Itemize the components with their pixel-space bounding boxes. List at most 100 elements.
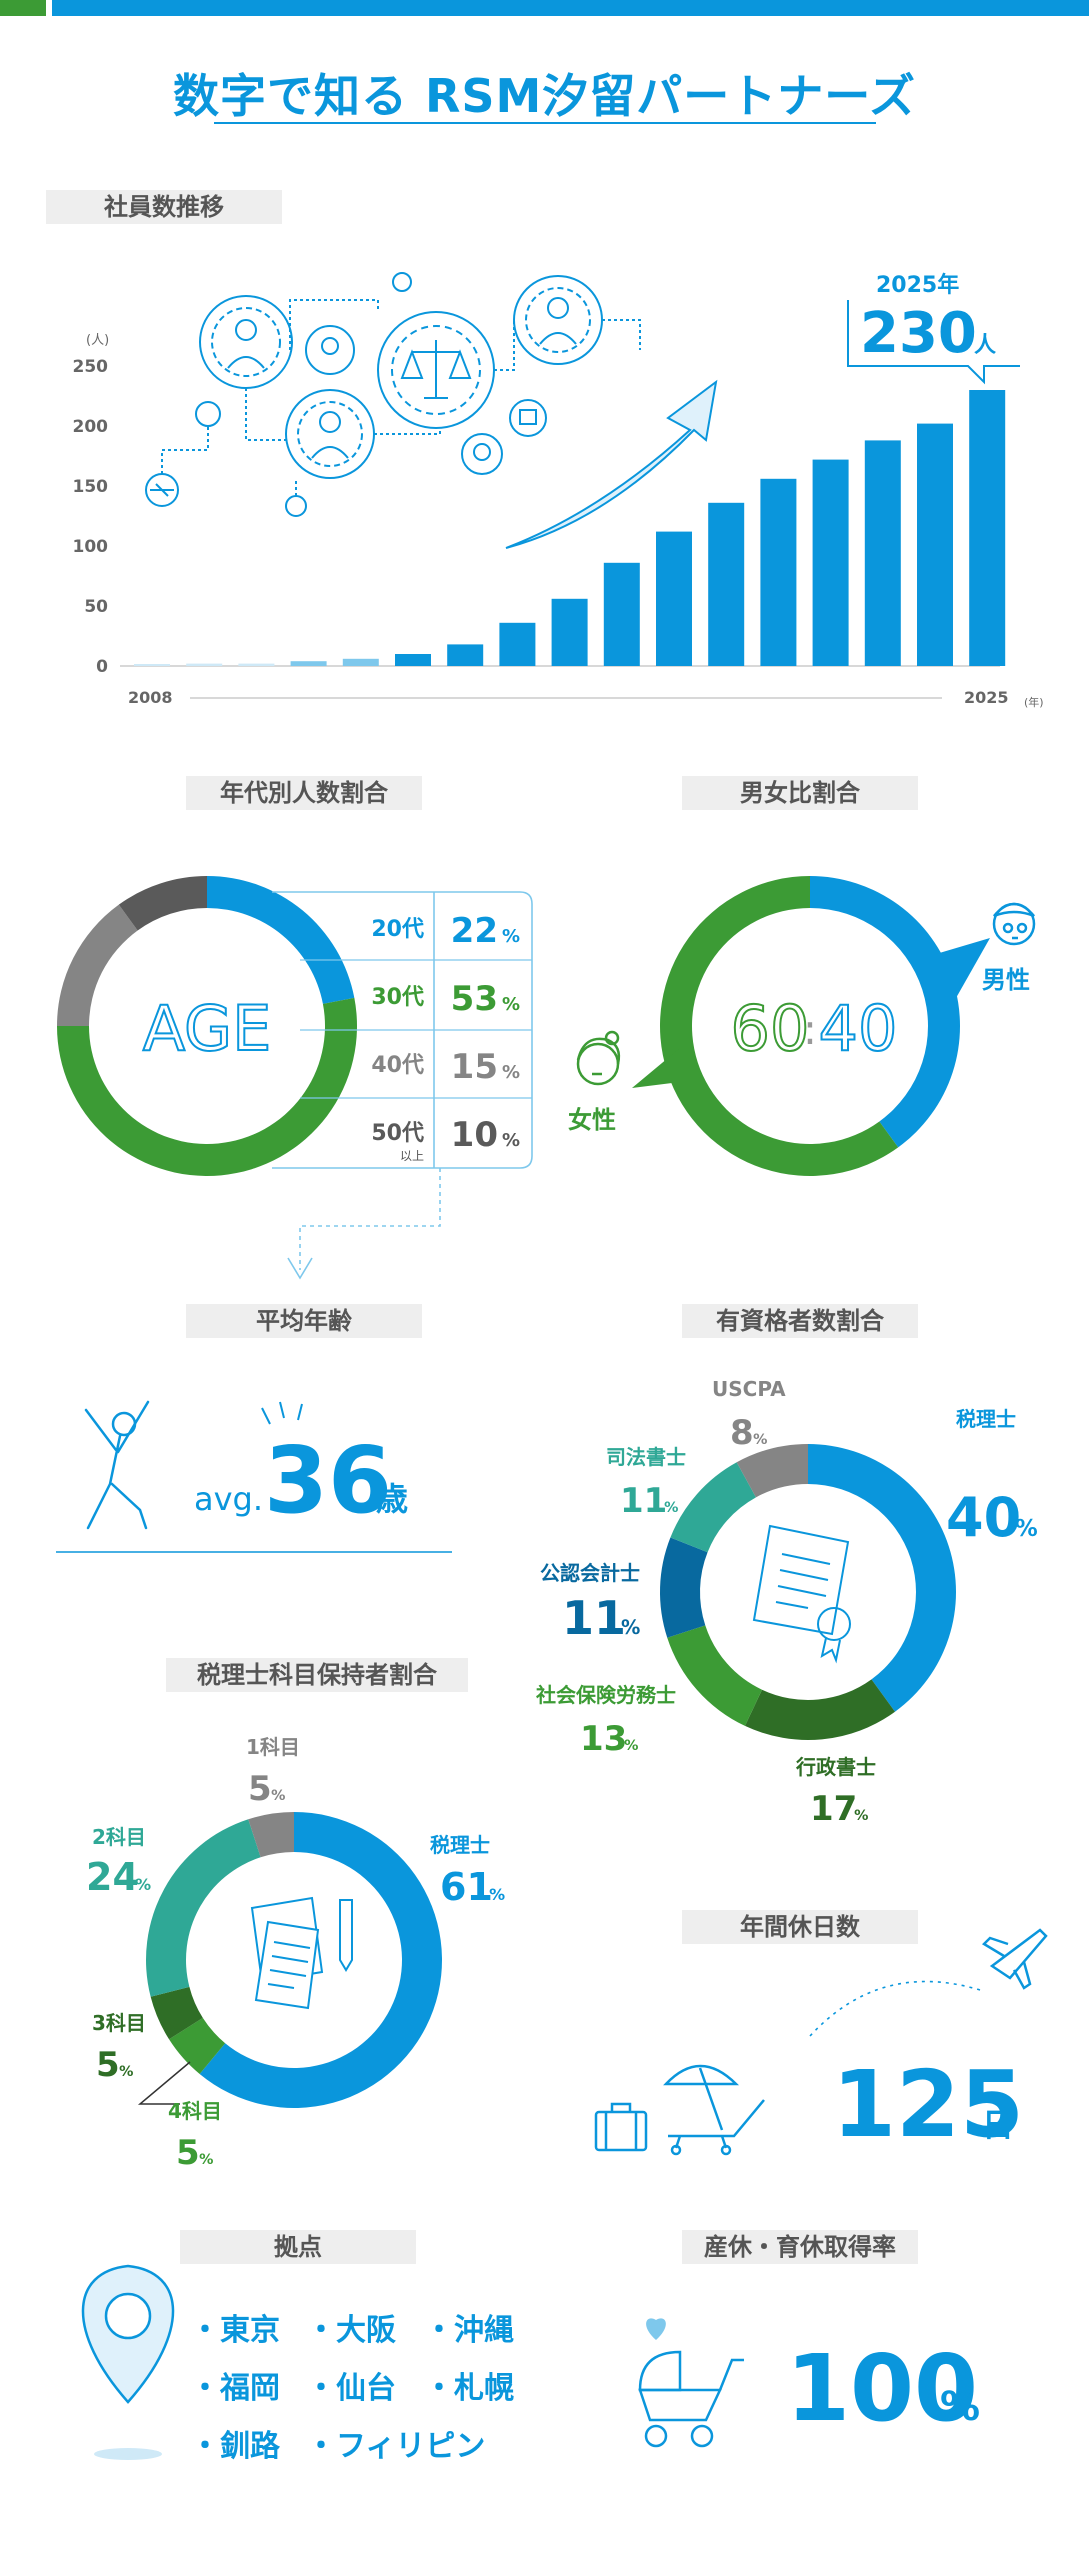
qual-value: 17 bbox=[810, 1789, 857, 1829]
gender-donut bbox=[660, 876, 960, 1176]
qual-value: 11 bbox=[620, 1481, 667, 1521]
avg-value: 36 bbox=[264, 1427, 392, 1534]
bar bbox=[551, 598, 588, 666]
female-label: 女性 bbox=[568, 1106, 616, 1134]
airplane-icon bbox=[981, 1928, 1048, 1990]
ratio-right: 40 bbox=[819, 992, 898, 1065]
donut-slice bbox=[207, 876, 355, 1004]
subject-4-leader bbox=[137, 2061, 191, 2105]
location-item: ・福岡 bbox=[190, 2371, 280, 2406]
y-tick-label: 200 bbox=[73, 417, 109, 437]
subj-labels: 税理士 61% 4科目 5 % 3科目 5 % 2科目 24% 1科目 5% bbox=[86, 1735, 505, 2173]
subject-name: 税理士 bbox=[430, 1833, 490, 1857]
age-row-label: 20代 bbox=[371, 917, 424, 942]
employees-label: 社員数推移 bbox=[46, 190, 282, 224]
female-bubble-tail bbox=[632, 1048, 680, 1088]
age-row-unit: % bbox=[502, 926, 520, 947]
qualifications-label: 有資格者数割合 bbox=[682, 1304, 918, 1338]
locations-label: 拠点 bbox=[180, 2230, 416, 2264]
qualifications-donut-chart: 税理士 40% 行政書士 17% 社会保険労務士 13% 公認会計士 11% 司法書士 11% US… bbox=[535, 1377, 1038, 1829]
qual-name: USCPA bbox=[712, 1377, 786, 1401]
donut-slice bbox=[744, 1679, 895, 1741]
page-title: 数字で知る RSM汐留パートナーズ bbox=[172, 69, 917, 123]
holidays-unit: 日 bbox=[982, 2106, 1014, 2144]
donut-slice bbox=[808, 1444, 956, 1712]
qual-name: 社会保険労務士 bbox=[535, 1683, 676, 1707]
y-tick-label: 50 bbox=[84, 597, 108, 617]
male-label: 男性 bbox=[982, 966, 1030, 994]
subject-name: 4科目 bbox=[168, 2099, 222, 2123]
subj-donut bbox=[145, 1812, 442, 2108]
location-item: ・東京 bbox=[190, 2313, 280, 2348]
x-unit-label: (年) bbox=[1024, 695, 1044, 709]
y-tick-label: 150 bbox=[73, 477, 109, 497]
qual-unit: % bbox=[753, 1432, 767, 1448]
holidays-label: 年間休日数 bbox=[682, 1910, 918, 1944]
top-accent-blue bbox=[52, 0, 1089, 16]
bar bbox=[447, 644, 484, 666]
qual-donut bbox=[659, 1444, 956, 1741]
certificate-icon bbox=[752, 1524, 851, 1664]
age-row-unit: % bbox=[502, 1062, 520, 1083]
bars bbox=[134, 390, 1006, 666]
age-donut bbox=[57, 876, 357, 1176]
subject-value: 61 bbox=[440, 1865, 493, 1909]
growth-arrow-icon bbox=[505, 379, 718, 549]
subject-value: 5 bbox=[96, 2045, 120, 2085]
qual-unit: % bbox=[1015, 1516, 1038, 1542]
female-icon bbox=[576, 1030, 621, 1086]
gears-illustration bbox=[145, 272, 641, 517]
bar bbox=[186, 663, 223, 666]
subject-value: 24 bbox=[86, 1855, 139, 1899]
donut-slice bbox=[118, 876, 207, 931]
male-bubble-tail bbox=[936, 938, 990, 998]
flight-path bbox=[809, 1980, 981, 2037]
age-row-label: 50代 bbox=[371, 1121, 424, 1146]
location-list: ・東京 ・大阪 ・沖縄・福岡 ・仙台 ・札幌・釧路 ・フィリピン bbox=[190, 2313, 514, 2464]
subjects-label: 税理士科目保持者割合 bbox=[166, 1658, 468, 1692]
bar bbox=[134, 664, 170, 666]
y-unit-label: (人) bbox=[86, 333, 109, 348]
bar bbox=[864, 440, 901, 666]
leave-block: 100 % bbox=[638, 2318, 980, 2448]
leave-value: 100 bbox=[786, 2335, 978, 2442]
qual-unit: % bbox=[624, 1738, 638, 1754]
suitcase-icon bbox=[594, 2102, 648, 2152]
gender-label: 男女比割合 bbox=[682, 776, 918, 810]
age-row-unit: % bbox=[502, 994, 520, 1015]
callout-bracket bbox=[847, 300, 1020, 385]
holidays-block: 125 日 bbox=[594, 1928, 1048, 2158]
callout-year: 2025年 bbox=[876, 272, 959, 298]
callout-value: 230 bbox=[860, 301, 977, 366]
qual-value: 11 bbox=[562, 1591, 626, 1645]
donut-slice bbox=[57, 904, 138, 1027]
subject-unit: % bbox=[135, 1875, 151, 1894]
documents-icon bbox=[250, 1896, 353, 2010]
subject-name: 3科目 bbox=[92, 2011, 146, 2035]
qual-value: 40 bbox=[946, 1486, 1021, 1549]
y-tick-label: 0 bbox=[96, 657, 108, 677]
avg-prefix: avg. bbox=[194, 1480, 263, 1518]
bar bbox=[290, 661, 327, 666]
qual-value: 8 bbox=[730, 1413, 754, 1453]
age-row-value: 53 bbox=[451, 979, 498, 1019]
age-row-label: 40代 bbox=[371, 1053, 424, 1078]
bar bbox=[656, 531, 692, 666]
bar bbox=[969, 390, 1006, 666]
donut-slice bbox=[199, 1812, 442, 2108]
leave-unit: % bbox=[940, 2384, 980, 2430]
qual-name: 税理士 bbox=[956, 1407, 1016, 1431]
avg-unit: 歳 bbox=[376, 1480, 408, 1518]
beach-chair-icon bbox=[663, 2064, 765, 2156]
average-age-block: avg. 36 歳 bbox=[56, 1400, 452, 1553]
donut-slice bbox=[670, 1462, 756, 1553]
donut-slice bbox=[150, 1986, 203, 2040]
donut-slice bbox=[145, 1819, 261, 1997]
age-connector bbox=[299, 1168, 441, 1270]
stroller-icon bbox=[638, 2350, 744, 2448]
male-icon bbox=[992, 902, 1036, 946]
donut-slice bbox=[248, 1812, 294, 1858]
